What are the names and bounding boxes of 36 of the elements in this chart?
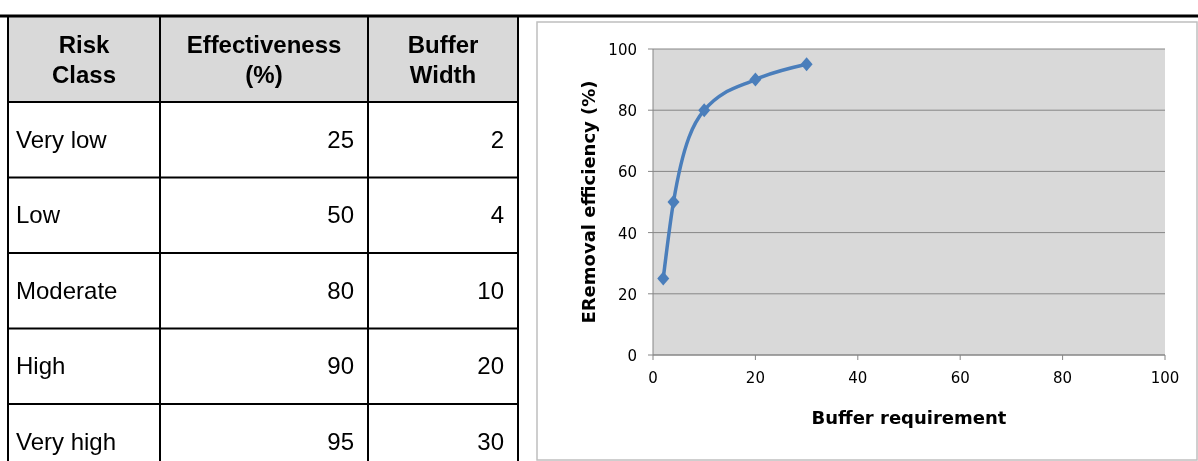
point [800,57,813,72]
data-label: 10 [477,276,504,304]
data-label: 25 [327,125,354,153]
legend-title: Risk Class [51,31,117,88]
y-tick-label: 100 [608,41,637,59]
data-label: 4 [490,201,504,229]
y-axis-title: ERemoval efficiency (%) [578,80,599,324]
data-label: 90 [327,352,354,380]
x-tick-label: 80 [1053,369,1073,387]
data-label: 80 [327,276,354,304]
category-label: Very high [16,427,117,455]
text: Buffer Width [407,31,479,88]
point [698,103,711,118]
x-tick-label: 40 [848,369,868,387]
text: Effectiveness (%) [186,31,342,88]
category-label: Very low [16,125,108,153]
x-axis-title: Buffer requirement [811,407,1007,428]
y-tick-label: 40 [617,224,637,243]
point [749,72,762,87]
category-label: High [16,352,66,380]
data-label: 95 [327,427,354,455]
x-tick-label: 0 [648,369,658,387]
x-tick-label: 100 [1150,369,1180,387]
y-tick-label: 60 [617,163,637,182]
point [657,271,670,286]
y-tick-label: 80 [617,102,637,121]
category-label: Moderate [16,276,118,304]
point [667,195,680,209]
data-label: 50 [327,201,354,229]
y-tick-label: 20 [617,285,637,304]
data-label: 30 [477,427,504,455]
category-label: Low [16,201,61,229]
y-tick-label: 0 [627,347,637,365]
data-label: 2 [490,125,504,153]
x-tick-label: 60 [950,369,970,387]
x-tick-label: 20 [745,369,765,387]
